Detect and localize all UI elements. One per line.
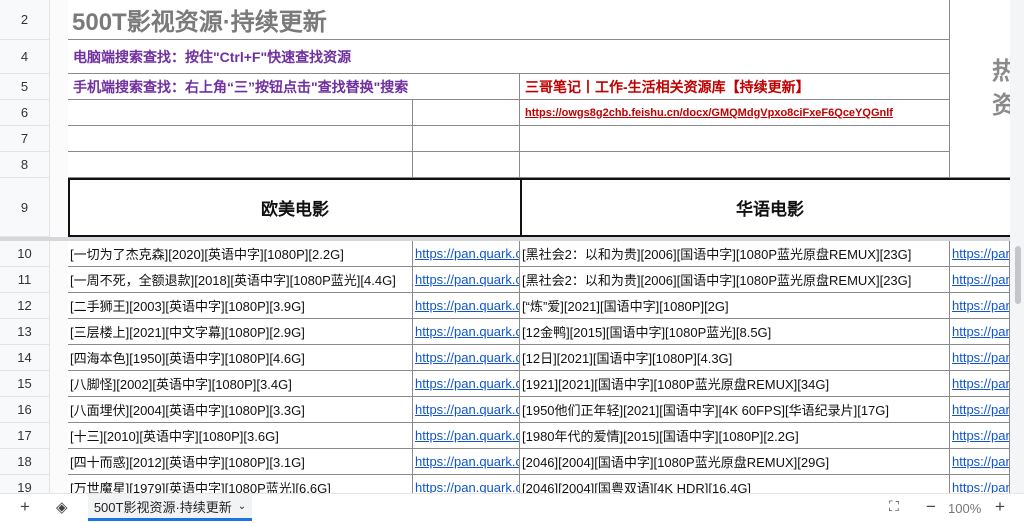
row-header[interactable]: 8 — [0, 152, 50, 178]
zoom-level: 100% — [948, 501, 982, 516]
western-link-cell[interactable]: https://pan.quark.c — [413, 267, 520, 293]
western-link-cell[interactable]: https://pan.quark.c — [413, 397, 520, 423]
row-header[interactable]: 16 — [0, 397, 50, 423]
row-header[interactable]: 10 — [0, 241, 50, 267]
chinese-link-cell[interactable]: https://pan. — [950, 449, 1010, 475]
western-movie-cell[interactable]: [二手狮王][2003][英语中字][1080P][3.9G] — [68, 293, 413, 319]
row-header[interactable]: 13 — [0, 319, 50, 345]
chevron-down-icon[interactable]: ⌄ — [237, 500, 247, 512]
section-western[interactable]: 欧美电影 — [68, 178, 522, 237]
notes-title[interactable]: 三哥笔记丨工作-生活相关资源库【持续更新】 — [520, 74, 950, 100]
chinese-movie-cell[interactable]: [黑社会2：以和为贵][2006][国语中字][1080P蓝光原盘REMUX][… — [520, 241, 950, 267]
layers-icon[interactable]: ◈ — [56, 499, 68, 516]
row-header[interactable]: 4 — [0, 40, 50, 74]
cell[interactable] — [413, 152, 520, 178]
row-header[interactable]: 15 — [0, 371, 50, 397]
cell[interactable] — [520, 152, 950, 178]
western-movie-cell[interactable]: [四海本色][1950][英语中字][1080P][4.6G] — [68, 345, 413, 371]
row-header[interactable]: 9 — [0, 178, 50, 237]
chinese-movie-cell[interactable]: [“炼”爱][2021][国语中字][1080P][2G] — [520, 293, 950, 319]
chinese-movie-cell[interactable]: [1980年代的爱情][2015][国语中字][1080P][2.2G] — [520, 423, 950, 449]
western-link-cell[interactable]: https://pan.quark.c — [413, 371, 520, 397]
freeze-divider[interactable] — [0, 237, 1010, 241]
row-header[interactable]: 14 — [0, 345, 50, 371]
western-link-cell[interactable]: https://pan.quark.c — [413, 449, 520, 475]
chinese-link-cell[interactable]: https://pan. — [950, 241, 1010, 267]
western-movie-cell[interactable]: [一周不死，全额退款][2018][英语中字][1080P蓝光][4.4G] — [68, 267, 413, 293]
western-movie-cell[interactable]: [四十而惑][2012][英语中字][1080P][3.1G] — [68, 449, 413, 475]
western-movie-cell[interactable]: [八面埋伏][2004][英语中字][1080P][3.3G] — [68, 397, 413, 423]
western-movie-cell[interactable]: [八脚怪][2002][英语中字][1080P][3.4G] — [68, 371, 413, 397]
western-link-cell[interactable]: https://pan.quark.c — [413, 319, 520, 345]
cell[interactable] — [413, 100, 520, 126]
chinese-link-cell[interactable]: https://pan. — [950, 293, 1010, 319]
chinese-link-cell[interactable]: https://pan. — [950, 397, 1010, 423]
zoom-in-icon[interactable]: + — [995, 497, 1005, 516]
chinese-movie-cell[interactable]: [黑社会2：以和为贵][2006][国语中字][1080P蓝光原盘REMUX][… — [520, 267, 950, 293]
cell[interactable] — [520, 126, 950, 152]
zoom-out-icon[interactable]: − — [926, 497, 936, 516]
cell[interactable] — [68, 152, 413, 178]
gutter — [50, 0, 68, 493]
chinese-link-cell[interactable]: https://pan. — [950, 371, 1010, 397]
row-header[interactable]: 18 — [0, 449, 50, 475]
scrollbar-thumb[interactable] — [1015, 246, 1021, 304]
chinese-movie-cell[interactable]: [12日][2021][国语中字][1080P][4.3G] — [520, 345, 950, 371]
cell[interactable] — [413, 126, 520, 152]
cell[interactable] — [68, 100, 413, 126]
sheet-title[interactable]: 500T影视资源·持续更新 — [68, 0, 950, 40]
chinese-movie-cell[interactable]: [2046][2004][国语中字][1080P蓝光原盘REMUX][29G] — [520, 449, 950, 475]
section-chinese[interactable]: 华语电影 — [520, 178, 1020, 237]
chinese-movie-cell[interactable]: [1921][2021][国语中字][1080P蓝光原盘REMUX][34G] — [520, 371, 950, 397]
western-link-cell[interactable]: https://pan.quark.c — [413, 293, 520, 319]
row-header[interactable]: 17 — [0, 423, 50, 449]
western-movie-cell[interactable]: [一切为了杰克森][2020][英语中字][1080P][2.2G] — [68, 241, 413, 267]
chinese-link-cell[interactable]: https://pan. — [950, 267, 1010, 293]
sheet-tab-label: 500T影视资源·持续更新 — [93, 499, 232, 515]
add-sheet-icon[interactable]: + — [20, 497, 30, 516]
vertical-scrollbar[interactable] — [1010, 0, 1024, 493]
western-link-cell[interactable]: https://pan.quark.c — [413, 423, 520, 449]
chinese-movie-cell[interactable]: [1950他们正年轻][2021][国语中字][4K 60FPS][华语纪录片]… — [520, 397, 950, 423]
row-header[interactable]: 12 — [0, 293, 50, 319]
pc-search-tip[interactable]: 电脑端搜索查找：按住"Ctrl+F"快速查找资源 — [68, 40, 950, 74]
sheet-tab[interactable]: 500T影视资源·持续更新 ⌄ — [88, 494, 252, 521]
bottom-bar: + ◈ 500T影视资源·持续更新 ⌄ ⛶ − 100% + — [0, 493, 1024, 523]
western-movie-cell[interactable]: [三层楼上][2021][中文字幕][1080P][2.9G] — [68, 319, 413, 345]
chinese-movie-cell[interactable]: [12金鸭][2015][国语中字][1080P蓝光][8.5G] — [520, 319, 950, 345]
row-header[interactable]: 2 — [0, 0, 50, 40]
chinese-link-cell[interactable]: https://pan. — [950, 345, 1010, 371]
row-header[interactable]: 5 — [0, 74, 50, 100]
chinese-link-cell[interactable]: https://pan. — [950, 319, 1010, 345]
western-link-cell[interactable]: https://pan.quark.c — [413, 345, 520, 371]
notes-link[interactable]: https://owgs8g2chb.feishu.cn/docx/GMQMdg… — [520, 100, 950, 126]
western-movie-cell[interactable]: [十三][2010][英语中字][1080P][3.6G] — [68, 423, 413, 449]
fullscreen-icon[interactable]: ⛶ — [889, 498, 899, 514]
side-heading[interactable]: 热 资 — [950, 0, 1010, 178]
row-header[interactable]: 6 — [0, 100, 50, 126]
row-header[interactable]: 11 — [0, 267, 50, 293]
mobile-search-tip[interactable]: 手机端搜索查找：右上角“三”按钮点击"查找替换"搜索 — [68, 74, 520, 100]
row-header[interactable]: 7 — [0, 126, 50, 152]
western-link-cell[interactable]: https://pan.quark.c — [413, 241, 520, 267]
chinese-link-cell[interactable]: https://pan. — [950, 423, 1010, 449]
cell[interactable] — [68, 126, 413, 152]
